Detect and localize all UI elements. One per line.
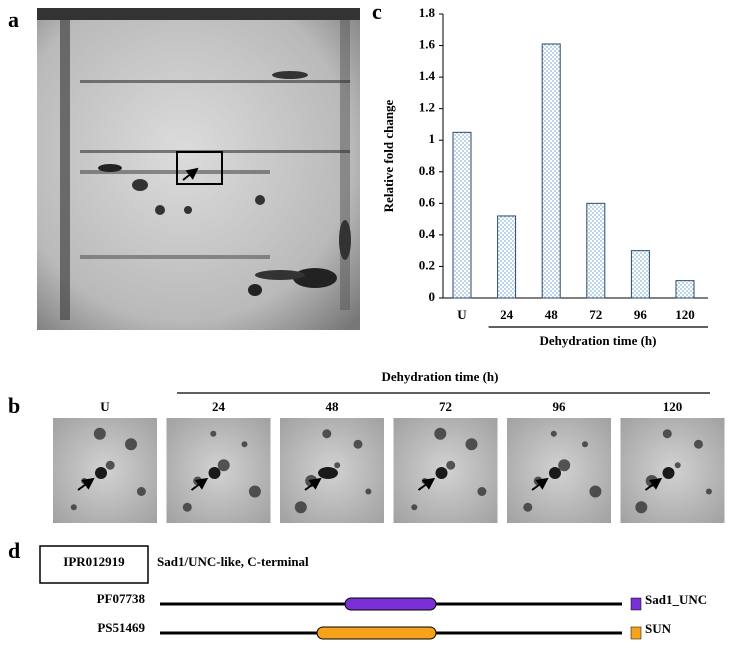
domain-name: Sad1_UNC [645, 592, 707, 607]
y-tick-label: 1 [429, 131, 436, 146]
spot [322, 429, 332, 439]
accession-box [39, 545, 149, 584]
target-spot [95, 467, 107, 479]
spot [477, 487, 487, 496]
spot [248, 485, 261, 498]
bar [675, 280, 695, 299]
spot [70, 504, 77, 511]
spot [558, 459, 571, 472]
lane-label: U [100, 399, 110, 414]
spot [136, 487, 146, 496]
spot [217, 459, 230, 472]
y-tick-label: 0 [429, 289, 436, 304]
y-tick-label: 1.6 [419, 37, 436, 52]
arrow [644, 477, 663, 491]
domain-name: SUN [645, 621, 672, 636]
spot [334, 462, 341, 469]
spot [411, 504, 418, 511]
row-id: PF07738 [97, 591, 146, 606]
lane-label: 48 [326, 399, 340, 414]
arrow [304, 477, 322, 491]
bar [630, 250, 650, 299]
description: Sad1/UNC-like, C-terminal [157, 554, 309, 569]
x-tick-label: 120 [675, 307, 695, 322]
y-tick-label: 0.6 [419, 194, 436, 209]
arrow [417, 477, 436, 491]
panel-b-header: Dehydration time (h) [382, 369, 499, 384]
spot [294, 501, 307, 514]
x-tick-label: 48 [545, 307, 559, 322]
x-tick-label: 72 [589, 307, 602, 322]
spot [241, 441, 248, 448]
arrow [77, 477, 95, 491]
panel-label: b [8, 393, 20, 418]
gel-image [37, 8, 360, 330]
x-tick-label: 24 [500, 307, 514, 322]
panel-label: d [8, 538, 20, 563]
lane-label: 120 [663, 399, 683, 414]
spot [93, 427, 106, 440]
legend-swatch [630, 626, 642, 640]
spot [550, 430, 557, 437]
spot [353, 439, 363, 449]
spot [365, 488, 372, 495]
arrow [531, 477, 549, 491]
spot [582, 441, 588, 448]
target-spot [208, 467, 221, 479]
bar [497, 215, 517, 299]
x-tick-label: 96 [634, 307, 648, 322]
spot [694, 439, 703, 449]
target-spot [435, 467, 448, 479]
target-spot [318, 467, 338, 479]
panel-label: c [372, 0, 382, 24]
row-id: PS51469 [97, 620, 145, 635]
y-axis-label: Relative fold change [381, 99, 396, 212]
spot [446, 460, 456, 470]
spot [635, 501, 648, 514]
x-tick-label: U [457, 307, 467, 322]
spot [182, 502, 192, 512]
y-tick-label: 1.8 [419, 5, 436, 20]
spot [465, 438, 478, 451]
bar [452, 131, 472, 299]
lane-label: 24 [212, 399, 226, 414]
domain [316, 626, 437, 640]
lane-label: 96 [553, 399, 567, 414]
bar [541, 43, 561, 299]
spot [705, 488, 712, 495]
spot [125, 438, 137, 451]
target-spot [662, 467, 675, 479]
spot [674, 462, 681, 469]
legend-swatch [630, 597, 642, 611]
y-tick-label: 1.2 [419, 100, 435, 115]
y-tick-label: 1.4 [419, 68, 436, 83]
spot [589, 485, 602, 498]
spot [105, 460, 115, 470]
domain [344, 597, 437, 611]
x-axis-label: Dehydration time (h) [540, 333, 657, 348]
lane-label: 72 [439, 399, 452, 414]
accession: IPR012919 [63, 554, 125, 569]
spot [434, 427, 447, 440]
y-tick-label: 0.4 [419, 226, 436, 241]
arrow [190, 477, 209, 491]
y-tick-label: 0.2 [419, 257, 435, 272]
spot [523, 502, 533, 512]
panel-label: a [8, 7, 19, 32]
spot [662, 429, 672, 439]
spot [210, 430, 217, 437]
bar [586, 202, 606, 299]
target-spot [549, 467, 561, 479]
y-tick-label: 0.8 [419, 163, 436, 178]
